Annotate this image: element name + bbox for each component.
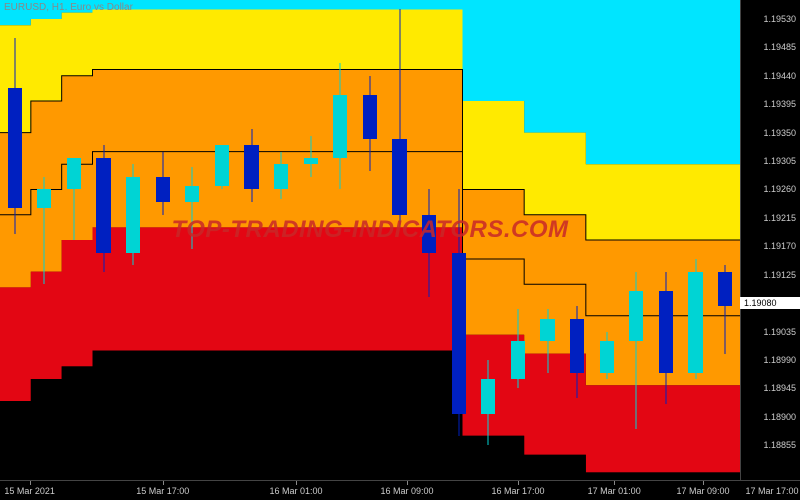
y-tick: 1.18990 bbox=[763, 355, 796, 365]
current-price-marker: 1.19080 bbox=[740, 297, 800, 309]
y-tick: 1.19260 bbox=[763, 184, 796, 194]
candle bbox=[126, 0, 140, 480]
x-tick: 15 Mar 17:00 bbox=[136, 486, 189, 496]
chart-title: EURUSD, H1. Euro vs Dollar bbox=[4, 2, 133, 13]
y-tick: 1.18855 bbox=[763, 440, 796, 450]
candle bbox=[8, 0, 22, 480]
y-tick: 1.19485 bbox=[763, 42, 796, 52]
x-tick: 17 Mar 09:00 bbox=[676, 486, 729, 496]
y-axis: 1.19530 1.19485 1.19440 1.19395 1.19350 1.193… bbox=[740, 0, 800, 480]
y-tick: 1.19350 bbox=[763, 128, 796, 138]
y-tick: 1.19305 bbox=[763, 156, 796, 166]
x-tick: 15 Mar 2021 bbox=[4, 486, 55, 496]
candle bbox=[718, 0, 732, 480]
candle bbox=[659, 0, 673, 480]
x-axis: 15 Mar 2021 15 Mar 17:00 16 Mar 01:00 16 Ma… bbox=[0, 480, 800, 500]
y-tick: 1.19395 bbox=[763, 99, 796, 109]
x-tick-mark bbox=[407, 481, 408, 485]
x-tick: 16 Mar 01:00 bbox=[269, 486, 322, 496]
x-tick: 16 Mar 17:00 bbox=[491, 486, 544, 496]
candle bbox=[688, 0, 702, 480]
candle bbox=[629, 0, 643, 480]
y-tick: 1.18945 bbox=[763, 383, 796, 393]
x-tick-mark bbox=[614, 481, 615, 485]
x-tick-mark bbox=[163, 481, 164, 485]
x-tick-mark bbox=[30, 481, 31, 485]
chart-container: EURUSD, H1. Euro vs Dollar TOP-TRADING-I… bbox=[0, 0, 800, 500]
y-tick: 1.19035 bbox=[763, 327, 796, 337]
candle bbox=[156, 0, 170, 480]
y-tick: 1.19530 bbox=[763, 14, 796, 24]
x-tick: 17 Mar 17:00 bbox=[745, 486, 798, 496]
x-tick: 16 Mar 09:00 bbox=[380, 486, 433, 496]
y-tick: 1.19170 bbox=[763, 241, 796, 251]
y-tick: 1.19125 bbox=[763, 270, 796, 280]
watermark-text: TOP-TRADING-INDICATORS.COM bbox=[172, 216, 569, 244]
candle bbox=[37, 0, 51, 480]
x-tick: 17 Mar 01:00 bbox=[588, 486, 641, 496]
candle bbox=[600, 0, 614, 480]
candle bbox=[96, 0, 110, 480]
y-tick: 1.18900 bbox=[763, 412, 796, 422]
x-tick-mark bbox=[518, 481, 519, 485]
x-tick-mark bbox=[296, 481, 297, 485]
y-tick: 1.19440 bbox=[763, 71, 796, 81]
plot-area[interactable]: EURUSD, H1. Euro vs Dollar TOP-TRADING-I… bbox=[0, 0, 740, 480]
candle bbox=[570, 0, 584, 480]
y-tick: 1.19215 bbox=[763, 213, 796, 223]
x-tick-mark bbox=[703, 481, 704, 485]
candle bbox=[67, 0, 81, 480]
